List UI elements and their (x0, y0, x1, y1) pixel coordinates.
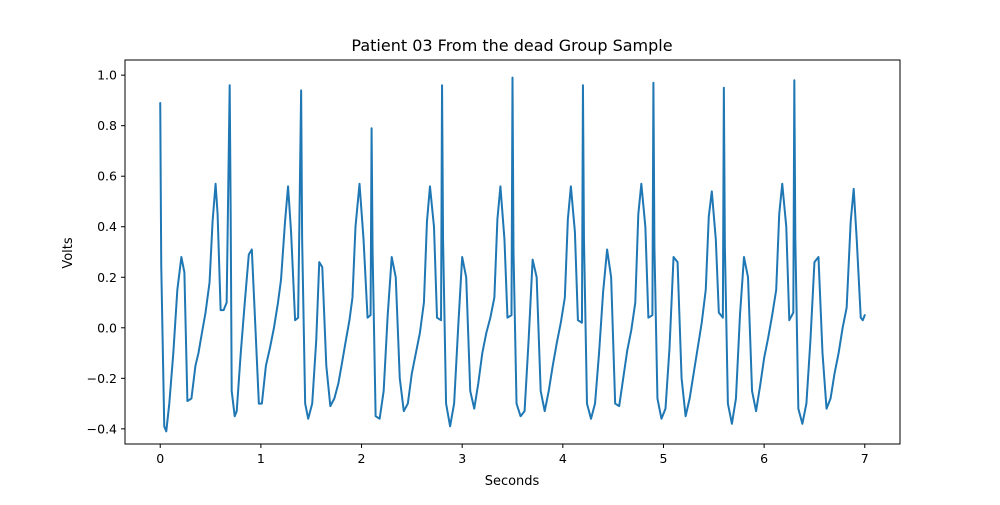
x-axis-title: Seconds (485, 474, 540, 489)
chart-title: Patient 03 From the dead Group Sample (351, 36, 672, 55)
plot-frame (124, 59, 901, 445)
x-tick-label: 3 (458, 451, 466, 466)
x-axis-ticks: 0 1 2 3 4 5 6 7 (156, 444, 869, 466)
x-tick-label: 5 (659, 451, 667, 466)
series-line (159, 76, 866, 433)
y-tick-label: −0.4 (87, 421, 117, 436)
y-axis-title: Volts (61, 237, 76, 269)
y-tick-label: 0.8 (97, 118, 117, 133)
plot-area (159, 76, 866, 433)
x-tick-label: 2 (358, 451, 366, 466)
x-tick-label: 0 (156, 451, 164, 466)
x-tick-label: 4 (559, 451, 567, 466)
y-tick-label: 1.0 (97, 68, 117, 83)
y-tick-label: 0.4 (97, 219, 117, 234)
x-tick-label: 7 (861, 451, 869, 466)
y-tick-label: 0.2 (97, 270, 117, 285)
y-tick-label: −0.2 (87, 371, 117, 386)
y-tick-label: 0.6 (97, 169, 117, 184)
y-axis-ticks: −0.4 −0.2 0.0 0.2 0.4 0.6 0.8 1.0 (87, 68, 125, 436)
x-tick-label: 1 (257, 451, 265, 466)
x-tick-label: 6 (760, 451, 768, 466)
y-tick-label: 0.0 (97, 320, 117, 335)
